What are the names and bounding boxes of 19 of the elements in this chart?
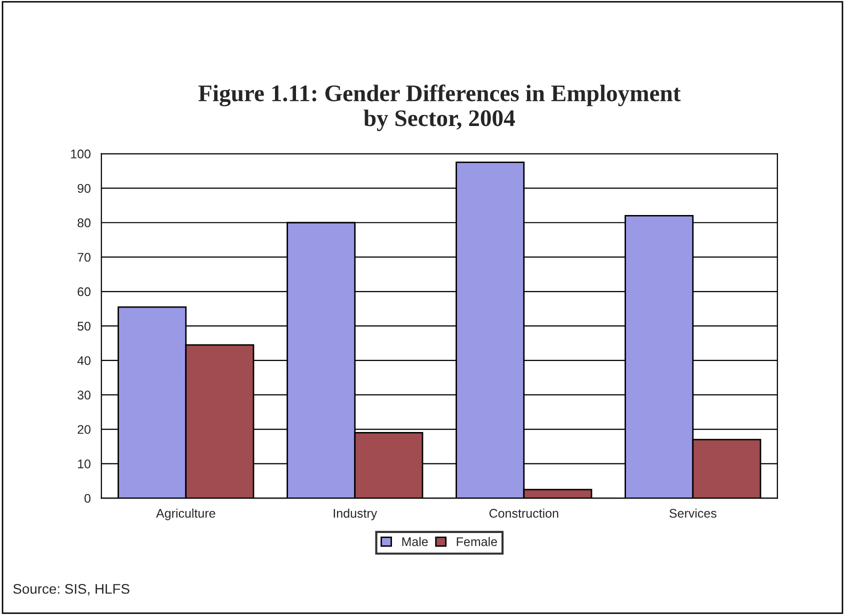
y-tick-label: 90 [78,184,90,193]
x-tick-label: Services [670,508,716,518]
legend-label: Female [456,536,497,546]
x-tick-label: Construction [489,508,558,518]
y-tick-label: 0 [84,494,90,503]
chart-title: Figure 1.11: Gender Differences in Employment by Sector, 2004 [198,84,681,132]
y-tick-label: 100 [71,150,90,158]
x-tick-label: Industry [334,508,378,520]
y-tick-label: 60 [78,287,90,296]
source-note: Source: SIS, HLFS [13,584,130,596]
y-tick-label: 10 [78,460,90,468]
y-tick-label: 50 [78,322,90,331]
legend-label: Male [402,536,428,546]
y-tick-label: 20 [78,425,90,434]
y-tick-label: 30 [78,390,90,400]
y-tick-label: 80 [78,218,90,228]
y-tick-label: 70 [78,252,90,262]
y-tick-label: 40 [77,356,90,366]
x-tick-label: Agriculture [156,508,216,520]
